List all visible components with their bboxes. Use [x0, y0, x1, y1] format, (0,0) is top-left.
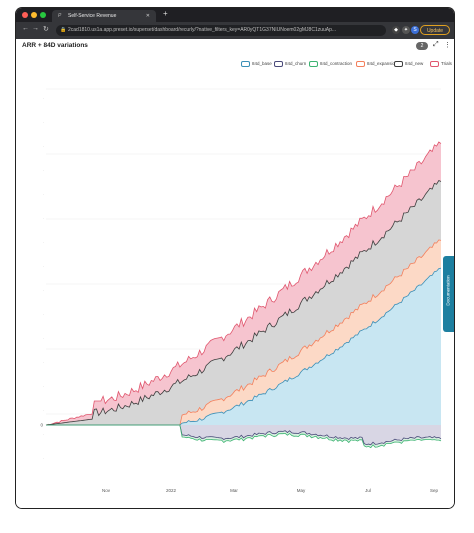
x-tick-label: Sep [430, 488, 439, 493]
legend-item-84d-contraction[interactable]: 84d_contraction [309, 61, 352, 67]
y-tick-label: - [43, 216, 44, 220]
y-tick-label: - [43, 432, 44, 436]
url-text: 2cad1810.us1a.app.preset.io/superset/das… [68, 27, 337, 33]
preset-icon: 𝑃 [58, 13, 62, 19]
minimize-window-button[interactable] [31, 12, 37, 18]
legend-item-trials[interactable]: Trials [430, 61, 452, 67]
legend-item-84d-expansion[interactable]: 84d_expansion [356, 61, 398, 67]
x-tick-label: Mar [230, 488, 238, 493]
legend-label: Trials [441, 61, 452, 67]
x-tick-label: 2022 [166, 488, 177, 493]
more-options-icon[interactable]: ⋮ [444, 42, 451, 49]
fullscreen-icon[interactable]: ⤢ [433, 41, 439, 48]
legend-label: 84d_expansion [367, 61, 398, 67]
legend-swatch [430, 61, 439, 67]
series-area-84d-new [46, 180, 441, 425]
documentation-label: Documentation [445, 275, 451, 306]
series-area-84d-base [46, 268, 441, 425]
series-area-84d-churn [46, 425, 441, 445]
y-tick-label: - [43, 456, 44, 460]
y-tick-label: - [43, 264, 44, 268]
new-tab-button[interactable]: + [163, 9, 168, 18]
documentation-tab[interactable]: Documentation [443, 256, 454, 332]
maximize-window-button[interactable] [40, 12, 46, 18]
legend-swatch [356, 61, 365, 67]
y-tick-label: - [43, 192, 44, 196]
legend-label: 84d_contraction [320, 61, 353, 67]
close-tab-icon[interactable]: ✕ [145, 13, 150, 19]
browser-window: 𝑃 Self-Service Revenue ✕ + ← → ↻ 🔒 2cad1… [16, 8, 454, 508]
filter-count-badge[interactable]: 2 [416, 42, 428, 50]
dashboard-content: ARR + 84D variations 2 ⤢ ⋮ 84d_base 84d_c… [16, 39, 454, 508]
legend-swatch [309, 61, 318, 67]
tab-title: Self-Service Revenue [68, 13, 117, 19]
forward-icon[interactable]: → [32, 25, 39, 32]
back-icon[interactable]: ← [22, 25, 29, 32]
profile-avatar[interactable]: S [411, 26, 419, 34]
series-line-84d-contraction [46, 424, 442, 449]
legend-swatch [241, 61, 250, 67]
y-tick-label: - [43, 384, 44, 388]
lock-icon: 🔒 [60, 27, 67, 33]
legend-label: 84d_new [405, 61, 424, 67]
legend-swatch [274, 61, 283, 67]
x-tick-label: May [297, 488, 306, 493]
legend-item-84d-new[interactable]: 84d_new [394, 61, 423, 67]
x-tick-label: Jul [365, 488, 371, 493]
reload-icon[interactable]: ↻ [43, 26, 49, 33]
legend-swatch [394, 61, 403, 67]
y-tick-label: - [43, 144, 44, 148]
y-tick-label: - [43, 288, 44, 292]
extension-icon[interactable]: ◆ [392, 26, 400, 34]
y-tick-label: - [43, 96, 44, 100]
legend-label: 84d_churn [285, 61, 307, 67]
series-line-84d-new [45, 179, 442, 426]
update-button[interactable]: Update [420, 25, 450, 35]
tab-bar: 𝑃 Self-Service Revenue ✕ + [16, 8, 454, 22]
url-input[interactable]: 🔒 2cad1810.us1a.app.preset.io/superset/d… [56, 25, 386, 36]
legend-label: 84d_base [252, 61, 272, 67]
puzzle-icon[interactable]: ✦ [402, 26, 410, 34]
y-tick-label: - [43, 240, 44, 244]
close-window-button[interactable] [22, 12, 28, 18]
y-tick-label: - [43, 120, 44, 124]
y-tick-label-zero: 0 [40, 423, 43, 428]
y-tick-label: - [43, 312, 44, 316]
browser-tab[interactable]: 𝑃 Self-Service Revenue ✕ [52, 10, 156, 22]
x-tick-label: Nov [102, 488, 111, 493]
legend-item-84d-base[interactable]: 84d_base [241, 61, 272, 67]
address-bar: ← → ↻ 🔒 2cad1810.us1a.app.preset.io/supe… [16, 22, 454, 39]
y-tick-label: - [43, 168, 44, 172]
chart-title: ARR + 84D variations [22, 42, 88, 49]
y-tick-label: - [43, 408, 44, 412]
legend-item-84d-churn[interactable]: 84d_churn [274, 61, 306, 67]
series-line-trials [45, 141, 442, 426]
y-tick-label: - [43, 360, 44, 364]
y-tick-label: - [43, 336, 44, 340]
